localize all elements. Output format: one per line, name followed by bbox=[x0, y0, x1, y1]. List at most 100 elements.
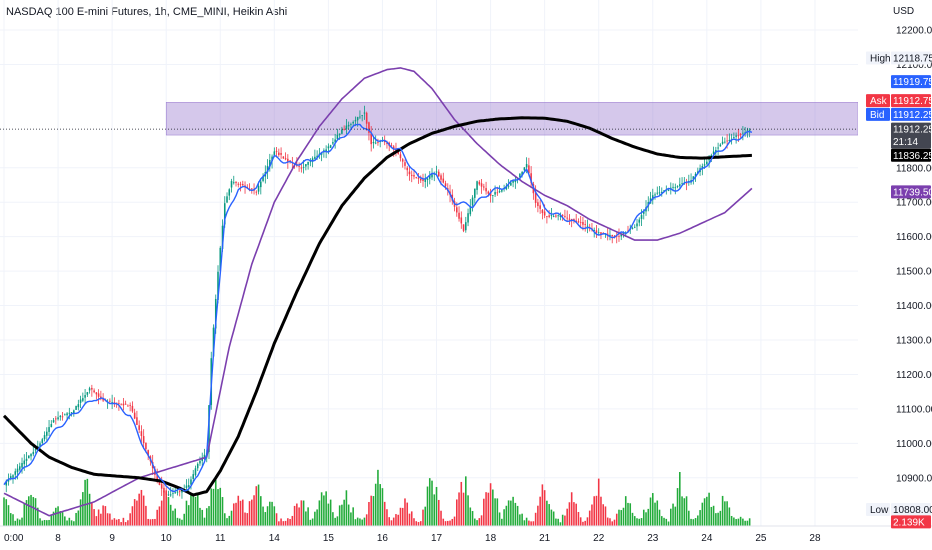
candle-body bbox=[462, 224, 465, 231]
volume-bar bbox=[451, 518, 454, 526]
candle-body bbox=[611, 235, 614, 237]
candle-body bbox=[336, 134, 339, 140]
chart-title: NASDAQ 100 E-mini Futures, 1h, CME_MINI,… bbox=[6, 6, 288, 18]
volume-bar bbox=[624, 496, 627, 526]
volume-bar bbox=[16, 518, 19, 526]
candle-body bbox=[97, 393, 100, 397]
candle-body bbox=[34, 449, 37, 451]
volume-bar bbox=[557, 518, 559, 526]
volume-bar bbox=[370, 495, 372, 526]
volume-bar bbox=[579, 517, 582, 526]
candle-body bbox=[341, 129, 343, 134]
candle-body bbox=[133, 412, 136, 419]
candle-body bbox=[9, 476, 12, 479]
volume-bar bbox=[552, 511, 555, 526]
price-tag-label-bg bbox=[866, 502, 890, 516]
volume-bar bbox=[77, 510, 80, 526]
candlesticks[interactable] bbox=[5, 105, 751, 500]
candle-body bbox=[733, 137, 735, 139]
candle-body bbox=[582, 221, 584, 225]
volume-bar bbox=[140, 489, 143, 526]
price-tag: High 12118.75 bbox=[866, 51, 932, 65]
volume-bar bbox=[147, 518, 149, 526]
volume-bar bbox=[372, 496, 375, 526]
candle-body bbox=[492, 194, 494, 196]
volume-bar bbox=[697, 515, 699, 526]
volume-bar bbox=[336, 516, 339, 526]
candle-body bbox=[176, 491, 179, 493]
volume-bar bbox=[88, 493, 91, 526]
candle-body bbox=[368, 122, 370, 133]
candle-body bbox=[124, 403, 127, 405]
volume-bar bbox=[471, 511, 474, 526]
volume-bar bbox=[570, 492, 573, 526]
price-tag-label-bg bbox=[866, 51, 890, 65]
volume-bar bbox=[636, 518, 638, 526]
volume-bar bbox=[688, 510, 690, 526]
volume-bar bbox=[12, 514, 14, 526]
price-tick-label: 11500.00 bbox=[896, 267, 932, 278]
volume-bar bbox=[34, 498, 37, 526]
volume-bar bbox=[507, 500, 510, 526]
volume-bar bbox=[719, 510, 722, 526]
volume-bar bbox=[334, 517, 336, 526]
volume-bar bbox=[449, 520, 451, 526]
price-tag-value-bg bbox=[891, 51, 931, 65]
time-tick-label: 24 bbox=[701, 533, 713, 544]
volume-bar bbox=[456, 499, 458, 526]
volume-bar bbox=[21, 517, 23, 526]
candle-body bbox=[359, 116, 361, 118]
volume-bar bbox=[228, 515, 231, 526]
volume-bar bbox=[534, 512, 537, 526]
volume-bar bbox=[742, 518, 744, 526]
volume-bar bbox=[724, 501, 726, 526]
volume-bar bbox=[676, 488, 679, 526]
candle-body bbox=[573, 218, 575, 221]
volume-bar bbox=[244, 512, 246, 526]
volume-bar bbox=[415, 521, 418, 526]
time-tick-label: 10 bbox=[161, 533, 173, 544]
candle-body bbox=[363, 112, 366, 114]
volume-bar bbox=[363, 517, 366, 526]
volume-bar bbox=[7, 505, 10, 526]
volume-bar bbox=[352, 507, 354, 526]
candle-body bbox=[719, 144, 722, 147]
volume-bar bbox=[638, 518, 641, 526]
candle-body bbox=[68, 412, 71, 414]
candle-body bbox=[156, 474, 158, 481]
volume-bar bbox=[275, 513, 278, 526]
candle-body bbox=[717, 147, 719, 149]
volume-bar bbox=[368, 502, 370, 526]
price-tag-value-bg bbox=[891, 122, 931, 149]
volume-bar bbox=[374, 483, 377, 526]
candle-body bbox=[16, 468, 19, 473]
candle-body bbox=[570, 218, 573, 221]
volume-bar bbox=[469, 507, 472, 526]
time-scale[interactable]: 0:00 8 9 10 11 14 15 16 17 18 21 22 23 24 25 28 bbox=[4, 533, 821, 544]
volume-bar bbox=[485, 492, 487, 526]
volume-bar bbox=[64, 516, 66, 526]
price-tag: 11836.25 bbox=[891, 148, 932, 162]
candle-body bbox=[287, 158, 289, 162]
candle-body bbox=[365, 112, 368, 124]
volume-bar bbox=[431, 480, 433, 526]
volume-bar bbox=[670, 508, 672, 526]
volume-bar bbox=[593, 496, 595, 526]
volume-bar bbox=[701, 502, 704, 526]
volume-bar bbox=[597, 478, 600, 526]
volume-bar bbox=[131, 506, 134, 526]
price-tick-label: 11000.00 bbox=[896, 439, 932, 450]
price-scale[interactable]: 12200.00 12100.00 11800.00 11700.00 11600.00… bbox=[896, 26, 932, 485]
volume-bar bbox=[739, 516, 742, 526]
candle-body bbox=[489, 192, 492, 196]
volume-bar bbox=[354, 519, 357, 526]
candle-body bbox=[111, 402, 113, 403]
candle-body bbox=[329, 145, 332, 148]
volume-bar bbox=[699, 510, 701, 526]
price-tick-label: 11800.00 bbox=[896, 163, 932, 174]
price-tick-label: 12100.00 bbox=[896, 60, 932, 71]
candle-body bbox=[64, 414, 66, 416]
volume-bar bbox=[203, 517, 206, 526]
candle-body bbox=[633, 226, 636, 228]
